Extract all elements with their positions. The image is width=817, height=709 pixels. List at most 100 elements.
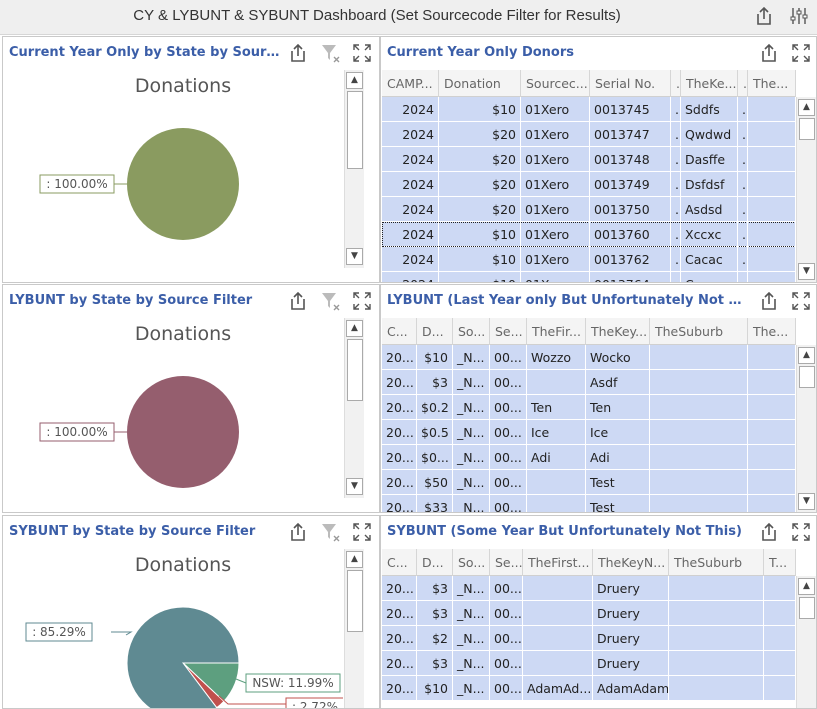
- table-cell[interactable]: $0...: [417, 445, 453, 470]
- table-cell[interactable]: .: [671, 272, 681, 282]
- table-cell[interactable]: Dasffe: [681, 147, 738, 172]
- table-cell[interactable]: C...: [681, 272, 738, 282]
- table-cell[interactable]: Adi: [527, 445, 586, 470]
- table-cell[interactable]: _N...: [453, 345, 490, 370]
- table-cell[interactable]: 20...: [382, 495, 417, 512]
- table-cell[interactable]: 00...: [490, 651, 523, 676]
- table-cell[interactable]: _N...: [453, 601, 490, 626]
- table-cell[interactable]: [748, 122, 796, 147]
- table-row[interactable]: 20... $3 _N... 00... Asdf: [382, 370, 796, 395]
- table-row[interactable]: 20... $0... _N... 00... Adi Adi: [382, 445, 796, 470]
- table-row[interactable]: 2024$1001Xero0013764.C....: [382, 272, 796, 282]
- table-cell[interactable]: [748, 470, 796, 495]
- table-cell[interactable]: 00...: [490, 601, 523, 626]
- column-header[interactable]: .: [738, 70, 748, 97]
- vertical-scrollbar[interactable]: ▲: [796, 576, 816, 708]
- table-cell[interactable]: $10: [439, 97, 521, 122]
- table-cell[interactable]: Druery: [593, 601, 669, 626]
- table-cell[interactable]: _N...: [453, 576, 490, 601]
- column-header[interactable]: So...: [453, 549, 490, 576]
- table-cell[interactable]: .: [671, 172, 681, 197]
- table-cell[interactable]: [748, 445, 796, 470]
- table-cell[interactable]: _N...: [453, 651, 490, 676]
- column-header[interactable]: So...: [453, 318, 490, 345]
- scroll-down-button[interactable]: ▼: [798, 263, 815, 280]
- table-cell[interactable]: 20...: [382, 601, 417, 626]
- table-cell[interactable]: 2024: [382, 172, 439, 197]
- column-header[interactable]: The...: [748, 318, 796, 345]
- table-row[interactable]: 20... $0.5 _N... 00... Ice Ice: [382, 420, 796, 445]
- table-cell[interactable]: .: [671, 222, 681, 247]
- table-cell[interactable]: 0013760: [590, 222, 671, 247]
- scroll-down-button[interactable]: ▼: [798, 493, 815, 510]
- table-cell[interactable]: 20...: [382, 470, 417, 495]
- table-cell[interactable]: .: [738, 97, 748, 122]
- vertical-scrollbar[interactable]: ▲: [344, 549, 364, 708]
- table-cell[interactable]: Druery: [593, 651, 669, 676]
- table-cell[interactable]: 01Xero: [521, 122, 590, 147]
- share-icon[interactable]: [758, 521, 780, 543]
- table-cell[interactable]: 0013762: [590, 247, 671, 272]
- column-header[interactable]: C...: [382, 318, 417, 345]
- vertical-scrollbar[interactable]: ▲ ▼: [344, 318, 364, 498]
- table-cell[interactable]: $10: [417, 676, 453, 701]
- table-cell[interactable]: $10: [417, 345, 453, 370]
- column-header[interactable]: TheFir...: [527, 318, 586, 345]
- table-cell[interactable]: _N...: [453, 495, 490, 512]
- table-cell[interactable]: 2024: [382, 122, 439, 147]
- table-cell[interactable]: [748, 222, 796, 247]
- column-header[interactable]: Se...: [490, 318, 527, 345]
- table-cell[interactable]: .: [671, 122, 681, 147]
- column-header[interactable]: The...: [748, 70, 796, 97]
- maximize-icon[interactable]: [790, 521, 812, 543]
- scroll-up-button[interactable]: ▲: [798, 99, 815, 116]
- table-cell[interactable]: [748, 345, 796, 370]
- table-cell[interactable]: $0.5: [417, 420, 453, 445]
- table-cell[interactable]: [764, 651, 796, 676]
- column-header[interactable]: T...: [764, 549, 796, 576]
- table-cell[interactable]: .: [738, 172, 748, 197]
- table-cell[interactable]: .: [738, 247, 748, 272]
- table-cell[interactable]: 00...: [490, 495, 527, 512]
- table-cell[interactable]: [527, 470, 586, 495]
- table-cell[interactable]: $20: [439, 147, 521, 172]
- scroll-up-button[interactable]: ▲: [346, 551, 363, 568]
- column-header[interactable]: Serial No.: [590, 70, 671, 97]
- table-cell[interactable]: Druery: [593, 626, 669, 651]
- pie-slice[interactable]: [127, 128, 239, 240]
- pie-slice[interactable]: [126, 606, 240, 709]
- table-cell[interactable]: [748, 420, 796, 445]
- table-cell[interactable]: Test: [586, 470, 650, 495]
- column-header[interactable]: TheFirst...: [523, 549, 593, 576]
- vertical-scrollbar[interactable]: ▲ ▼: [796, 97, 816, 282]
- table-cell[interactable]: 0013747: [590, 122, 671, 147]
- table-cell[interactable]: 0013750: [590, 197, 671, 222]
- table-cell[interactable]: Asdsd: [681, 197, 738, 222]
- share-icon[interactable]: [752, 5, 774, 27]
- table-cell[interactable]: $2: [417, 626, 453, 651]
- share-icon[interactable]: [287, 42, 309, 64]
- clear-filter-icon[interactable]: [319, 42, 341, 64]
- table-cell[interactable]: 01Xero: [521, 247, 590, 272]
- table-cell[interactable]: _N...: [453, 395, 490, 420]
- table-cell[interactable]: [523, 626, 593, 651]
- table-cell[interactable]: $20: [439, 172, 521, 197]
- table-cell[interactable]: _N...: [453, 470, 490, 495]
- table-cell[interactable]: .: [738, 272, 748, 282]
- table-cell[interactable]: 20...: [382, 676, 417, 701]
- table-cell[interactable]: Qwdwd: [681, 122, 738, 147]
- table-cell[interactable]: .: [671, 147, 681, 172]
- scroll-down-button[interactable]: ▼: [346, 478, 363, 495]
- table-cell[interactable]: 00...: [490, 626, 523, 651]
- scroll-up-button[interactable]: ▲: [346, 320, 363, 337]
- table-cell[interactable]: 00...: [490, 576, 523, 601]
- table-cell[interactable]: Wozzo: [527, 345, 586, 370]
- table-cell[interactable]: .: [738, 147, 748, 172]
- scroll-up-button[interactable]: ▲: [798, 578, 815, 595]
- table-cell[interactable]: [523, 601, 593, 626]
- table-cell[interactable]: Sddfs: [681, 97, 738, 122]
- pie-slice[interactable]: [127, 376, 239, 488]
- table-cell[interactable]: [669, 676, 764, 701]
- table-row[interactable]: 20... $3 _N... 00... Druery: [382, 601, 796, 626]
- table-cell[interactable]: _N...: [453, 370, 490, 395]
